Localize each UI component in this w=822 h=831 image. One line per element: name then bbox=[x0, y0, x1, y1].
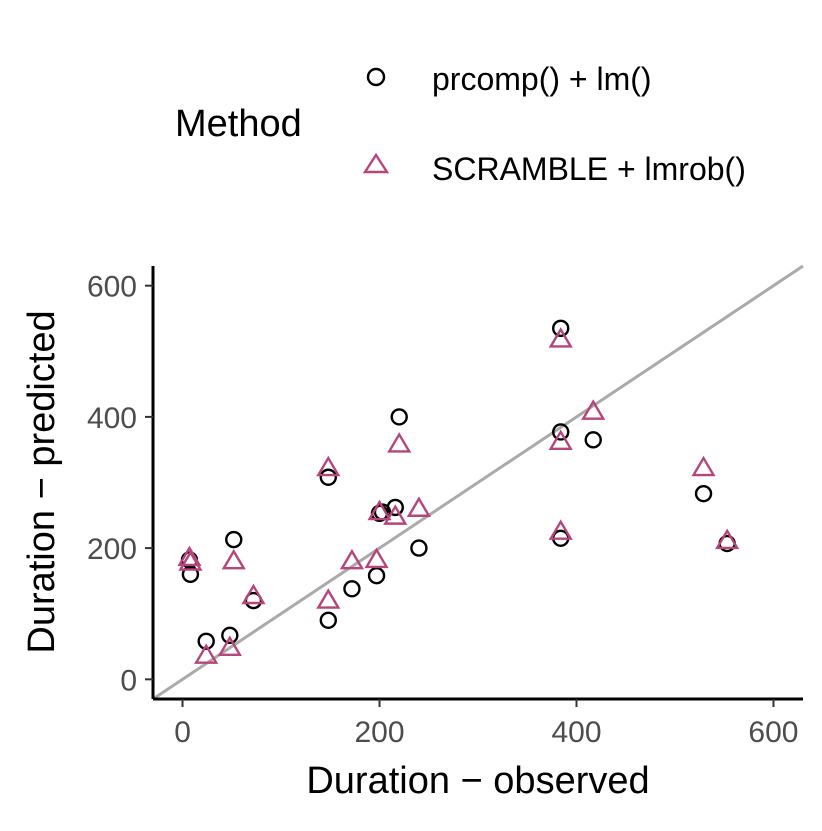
point-series-0-6 bbox=[319, 611, 338, 629]
point-series-0-2 bbox=[197, 632, 215, 650]
plot-panel bbox=[152, 264, 804, 701]
point-series-1-14 bbox=[548, 327, 573, 348]
identity-reference-line bbox=[152, 264, 804, 701]
point-series-1-11 bbox=[383, 504, 408, 525]
point-series-0-15 bbox=[552, 319, 570, 338]
y-tick-label-2: 400 bbox=[87, 402, 137, 435]
point-series-1-3 bbox=[217, 635, 242, 657]
legend-title: Method bbox=[175, 103, 302, 145]
x-axis-title: Duration − observed bbox=[306, 760, 649, 802]
y-axis-title: Duration − predicted bbox=[21, 310, 63, 653]
point-series-0-9 bbox=[367, 566, 386, 585]
point-series-1-17 bbox=[581, 399, 606, 420]
x-tick-label-1: 200 bbox=[354, 716, 404, 749]
point-series-0-19 bbox=[694, 484, 713, 503]
point-series-1-15 bbox=[548, 429, 573, 451]
point-series-1-18 bbox=[691, 455, 716, 477]
point-series-1-9 bbox=[364, 547, 389, 569]
x-tick-label-2: 400 bbox=[551, 716, 601, 749]
point-series-1-16 bbox=[548, 519, 573, 540]
point-series-0-3 bbox=[221, 626, 239, 645]
point-series-0-1 bbox=[181, 565, 200, 584]
legend-label-series-1: SCRAMBLE + lmrob() bbox=[432, 151, 746, 187]
point-series-1-13 bbox=[406, 496, 432, 517]
point-series-1-2 bbox=[194, 643, 219, 664]
point-series-1-10 bbox=[367, 499, 392, 521]
legend-label-series-0: prcomp() + lm() bbox=[432, 61, 652, 97]
point-series-1-8 bbox=[339, 548, 365, 570]
point-series-0-4 bbox=[225, 530, 243, 549]
points-layer bbox=[177, 319, 740, 664]
y-tick-label-3: 600 bbox=[87, 271, 137, 304]
point-series-1-6 bbox=[316, 588, 341, 609]
x-tick-label-0: 0 bbox=[174, 716, 191, 749]
point-series-1-4 bbox=[221, 548, 246, 570]
point-series-0-16 bbox=[552, 423, 570, 441]
x-tick-label-3: 600 bbox=[748, 716, 798, 749]
point-series-0-7 bbox=[319, 468, 338, 486]
legend: Method prcomp() + lm() SCRAMBLE + lmrob(… bbox=[175, 61, 746, 187]
point-series-0-8 bbox=[343, 580, 361, 598]
point-series-0-12 bbox=[386, 498, 404, 517]
point-series-0-13 bbox=[390, 408, 408, 426]
y-tick-label-0: 0 bbox=[120, 664, 137, 697]
y-tick-label-1: 200 bbox=[87, 533, 137, 566]
point-series-0-18 bbox=[584, 431, 602, 449]
point-series-1-19 bbox=[715, 528, 740, 550]
point-series-1-7 bbox=[316, 455, 341, 477]
point-series-1-1 bbox=[178, 550, 203, 571]
point-series-1-5 bbox=[241, 583, 266, 605]
point-series-1-0 bbox=[177, 545, 202, 567]
ticks-layer: 0 200 400 600 0 200 400 600 bbox=[87, 271, 799, 749]
point-series-1-12 bbox=[387, 432, 412, 453]
legend-key-series-0 bbox=[366, 67, 386, 87]
legend-key-series-1 bbox=[362, 152, 390, 174]
point-series-0-14 bbox=[410, 539, 428, 557]
